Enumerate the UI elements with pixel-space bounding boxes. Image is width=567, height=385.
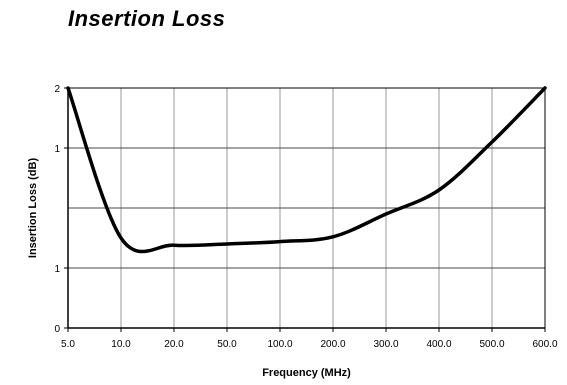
y-tick-label: 0 <box>54 324 60 335</box>
y-axis-label: Insertion Loss (dB) <box>27 158 39 259</box>
x-tick-label: 300.0 <box>373 339 398 350</box>
y-tick-label: 1 <box>54 264 60 275</box>
x-tick-label: 5.0 <box>61 339 75 350</box>
chart-title: Insertion Loss <box>68 6 226 31</box>
x-tick-label: 400.0 <box>426 339 451 350</box>
grid <box>68 88 545 328</box>
x-tick-label: 600.0 <box>532 339 557 350</box>
x-tick-labels: 5.0 10.0 20.0 50.0 100.0 200.0 300.0 400.0 500.0… <box>61 328 558 350</box>
x-tick-label: 10.0 <box>111 339 131 350</box>
y-tick-labels: 0 1 1 2 <box>54 84 68 335</box>
plot-frame <box>67 87 546 329</box>
series <box>66 86 547 254</box>
x-tick-label: 20.0 <box>164 339 184 350</box>
y-tick-label: 2 <box>54 84 60 95</box>
y-tick-label: 1 <box>54 144 60 155</box>
x-tick-label: 200.0 <box>320 339 345 350</box>
x-tick-label: 50.0 <box>217 339 237 350</box>
x-axis-label: Frequency (MHz) <box>262 367 351 379</box>
x-tick-label: 100.0 <box>267 339 292 350</box>
x-tick-label: 500.0 <box>479 339 504 350</box>
series-line <box>66 86 547 254</box>
